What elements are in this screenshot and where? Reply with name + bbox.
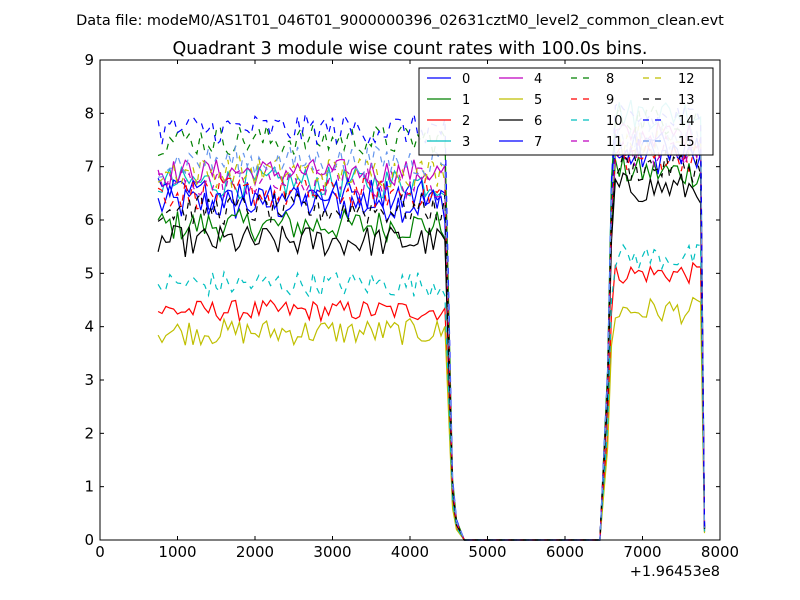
chart-title: Quadrant 3 module wise count rates with … bbox=[173, 39, 648, 59]
legend-label-9: 9 bbox=[606, 93, 614, 108]
series-line-12 bbox=[157, 125, 706, 541]
chart-suptitle: Data file: modeM0/AS1T01_046T01_90000003… bbox=[76, 13, 724, 29]
legend-label-4: 4 bbox=[534, 72, 542, 87]
plot-series bbox=[157, 99, 706, 541]
legend-label-15: 15 bbox=[678, 135, 695, 150]
legend-label-14: 14 bbox=[678, 114, 695, 129]
x-tick-label: 4000 bbox=[391, 543, 429, 561]
series-line-1 bbox=[157, 156, 706, 541]
series-line-14 bbox=[157, 101, 706, 541]
x-tick-label: 0 bbox=[95, 543, 105, 561]
legend-frame bbox=[418, 67, 714, 156]
x-tick-label: 1000 bbox=[158, 543, 196, 561]
legend-label-7: 7 bbox=[534, 135, 542, 150]
y-tick-label: 4 bbox=[84, 318, 94, 336]
x-tick-label: 7000 bbox=[623, 543, 661, 561]
legend-label-1: 1 bbox=[462, 93, 470, 108]
legend-label-10: 10 bbox=[606, 114, 623, 129]
x-tick-label: 2000 bbox=[236, 543, 274, 561]
y-tick-label: 9 bbox=[84, 51, 94, 69]
legend-label-12: 12 bbox=[678, 72, 695, 87]
series-line-2 bbox=[157, 261, 706, 541]
legend-label-5: 5 bbox=[534, 93, 542, 108]
y-tick-label: 3 bbox=[84, 371, 94, 389]
y-tick-label: 1 bbox=[84, 478, 94, 496]
series-line-6 bbox=[157, 172, 706, 541]
x-tick-label: 6000 bbox=[546, 543, 584, 561]
legend-label-2: 2 bbox=[462, 114, 470, 129]
series-line-7 bbox=[157, 131, 706, 541]
x-tick-label: 3000 bbox=[313, 543, 351, 561]
y-tick-label: 7 bbox=[84, 158, 94, 176]
legend-label-13: 13 bbox=[678, 93, 695, 108]
legend-label-11: 11 bbox=[606, 135, 623, 150]
series-line-10 bbox=[157, 243, 706, 541]
legend-label-3: 3 bbox=[462, 135, 470, 150]
y-tick-label: 2 bbox=[84, 424, 94, 442]
series-line-13 bbox=[157, 150, 706, 541]
x-tick-label: 8000 bbox=[701, 543, 739, 561]
legend-label-8: 8 bbox=[606, 72, 614, 87]
y-tick-label: 6 bbox=[84, 211, 94, 229]
y-tick-label: 5 bbox=[84, 264, 94, 282]
x-tick-label: 5000 bbox=[468, 543, 506, 561]
y-tick-label: 8 bbox=[84, 104, 94, 122]
axis-ticks: 0 1000 2000 3000 4000 5000 6000 7000 80000123456… bbox=[84, 51, 739, 561]
legend-label-6: 6 bbox=[534, 114, 542, 129]
series-line-9 bbox=[157, 140, 706, 541]
x-offset-label: +1.96453e8 bbox=[630, 564, 720, 580]
y-tick-label: 0 bbox=[84, 531, 94, 549]
series-line-5 bbox=[157, 296, 706, 541]
legend-label-0: 0 bbox=[462, 72, 470, 87]
